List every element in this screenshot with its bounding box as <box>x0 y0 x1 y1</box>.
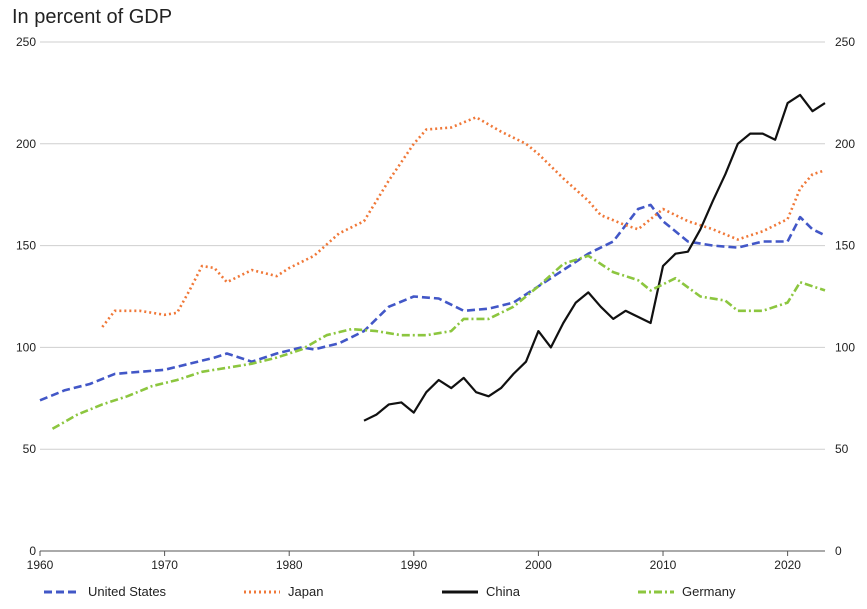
legend-label: Germany <box>682 584 736 599</box>
series-lines <box>39 93 826 430</box>
x-tick-label: 1990 <box>400 558 427 572</box>
gridlines <box>40 41 825 552</box>
y-tick-label-right: 0 <box>835 544 842 558</box>
y-tick-label-left: 0 <box>29 544 36 558</box>
x-tick-label: 1970 <box>151 558 178 572</box>
legend-item-united-states: United States <box>44 584 166 599</box>
y-tick-label-left: 50 <box>23 442 37 456</box>
legend: United States Japan China Germany <box>0 584 867 608</box>
x-tick-label: 1960 <box>27 558 54 572</box>
legend-label: Japan <box>288 584 324 599</box>
series-line-germany <box>51 254 826 430</box>
y-tick-label-right: 150 <box>835 239 855 253</box>
x-axis: 1960 1970 1980 1990 2000 2010 2020 <box>27 551 801 572</box>
series-line-united-states <box>39 203 826 402</box>
x-tick-label: 2000 <box>525 558 552 572</box>
y-tick-label-right: 200 <box>835 137 855 151</box>
legend-item-japan: Japan <box>244 584 323 599</box>
legend-swatch <box>442 590 478 593</box>
y-axis-left: 0 50 100 150 200 250 <box>16 35 36 558</box>
line-chart: 0 50 100 150 200 250 0 50 100 150 200 250 1960 1970… <box>16 35 855 572</box>
x-tick-label: 1980 <box>276 558 303 572</box>
y-tick-label-left: 150 <box>16 239 36 253</box>
legend-swatch <box>44 590 80 593</box>
x-tick-label: 2010 <box>650 558 677 572</box>
legend-label: China <box>486 584 520 599</box>
legend-swatch <box>638 590 674 593</box>
y-tick-label-right: 50 <box>835 442 849 456</box>
chart-title: In percent of GDP <box>12 6 173 28</box>
y-tick-label-left: 200 <box>16 137 36 151</box>
series-line-china <box>363 93 826 422</box>
y-tick-label-right: 100 <box>835 340 855 354</box>
series-line-japan <box>101 116 826 328</box>
y-tick-label-left: 250 <box>16 35 36 49</box>
legend-item-china: China <box>442 584 520 599</box>
legend-item-germany: Germany <box>638 584 735 599</box>
y-tick-label-right: 250 <box>835 35 855 49</box>
legend-label: United States <box>88 584 167 599</box>
x-tick-label: 2020 <box>774 558 801 572</box>
legend-swatch <box>244 590 280 593</box>
y-axis-right: 0 50 100 150 200 250 <box>835 35 855 558</box>
y-tick-label-left: 100 <box>16 340 36 354</box>
